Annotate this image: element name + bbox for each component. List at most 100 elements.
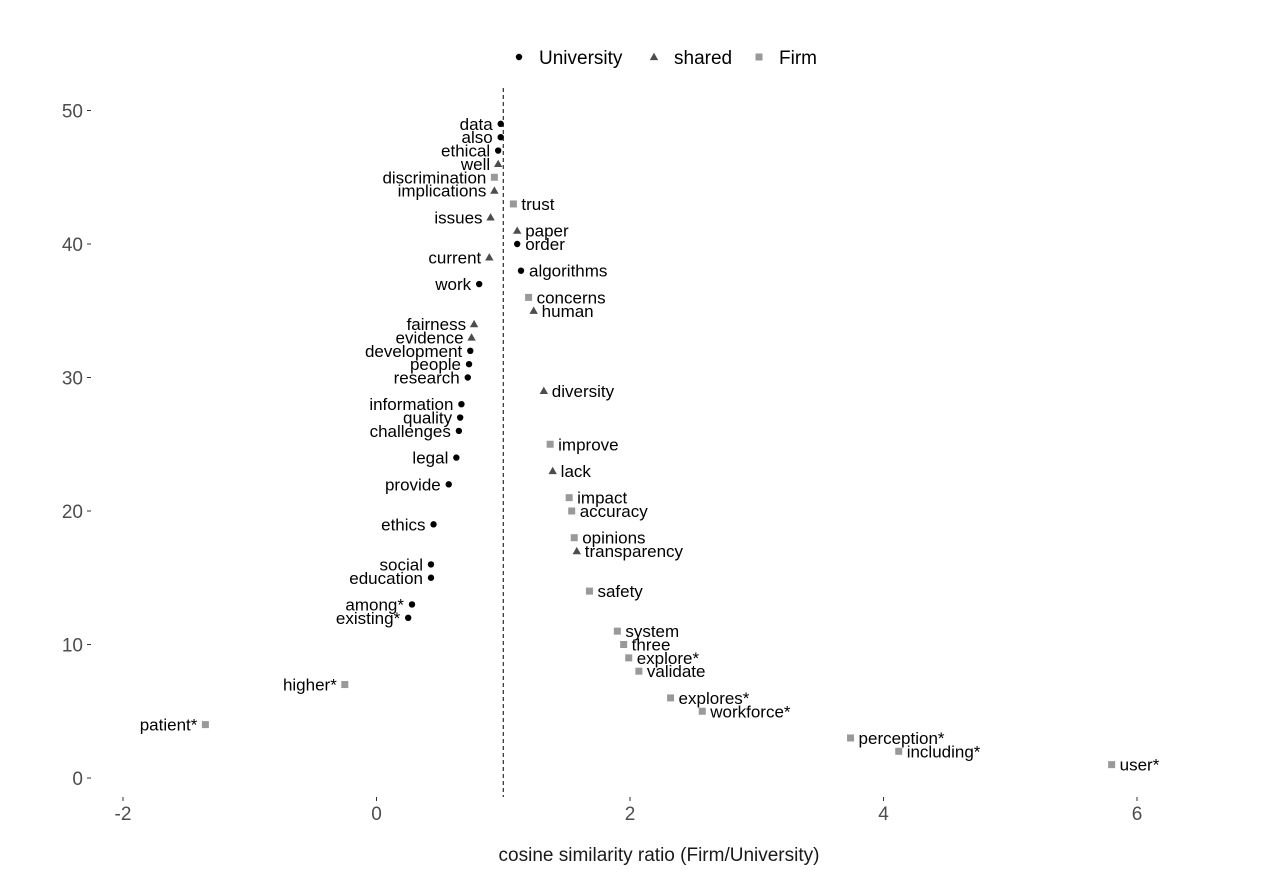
point-marker — [570, 534, 578, 542]
point-label: existing* — [336, 609, 401, 628]
point-marker — [529, 306, 538, 314]
data-point: algorithms — [517, 262, 607, 281]
point-label: fairness — [407, 315, 467, 334]
point-marker — [625, 654, 633, 662]
data-point: user* — [1108, 756, 1160, 775]
point-marker — [513, 240, 521, 248]
data-point: perception* — [847, 729, 945, 748]
point-label: social — [380, 555, 423, 574]
point-label: user* — [1120, 756, 1160, 775]
data-point: well — [460, 155, 503, 174]
data-point: system — [613, 622, 679, 641]
point-marker — [613, 627, 621, 635]
point-label: provide — [385, 475, 441, 494]
point-marker — [458, 401, 465, 408]
point-marker — [548, 466, 557, 475]
data-point: research — [394, 369, 471, 388]
point-label: education — [349, 569, 423, 588]
point-label: including* — [907, 742, 981, 761]
point-label: transparency — [585, 542, 684, 561]
data-point: workforce* — [698, 702, 791, 721]
data-point: validate — [635, 662, 705, 681]
point-label: diversity — [552, 382, 615, 401]
data-point: order — [513, 235, 565, 254]
point-marker — [485, 253, 494, 261]
point-label: challenges — [370, 422, 451, 441]
data-point: ethical — [441, 142, 502, 161]
data-point: work — [434, 275, 483, 294]
point-marker — [341, 681, 349, 689]
data-point: accuracy — [568, 502, 648, 521]
point-label: improve — [558, 435, 618, 454]
point-label: evidence — [396, 328, 464, 347]
data-point: quality — [403, 409, 464, 428]
point-marker — [620, 641, 628, 648]
point-marker — [568, 507, 576, 515]
point-label: discrimination — [382, 168, 486, 187]
point-marker — [847, 734, 855, 742]
point-label: order — [525, 235, 565, 254]
point-label: ethics — [381, 515, 425, 534]
point-label: impact — [577, 489, 627, 508]
point-marker — [493, 159, 503, 168]
point-label: development — [365, 342, 463, 361]
point-marker — [517, 267, 525, 274]
point-label: work — [434, 275, 471, 294]
data-point: discrimination — [382, 168, 498, 187]
data-point: social — [380, 555, 435, 574]
data-point: challenges — [370, 422, 463, 441]
x-axis-title: cosine similarity ratio (Firm/University… — [499, 845, 820, 866]
point-label: quality — [403, 409, 453, 428]
point-label: system — [625, 622, 679, 641]
legend-key-triangle — [649, 52, 659, 61]
data-point: also — [462, 128, 504, 147]
y-axis: 0 10 20 30 40 50 — [62, 102, 91, 790]
y-tick-label: 40 — [62, 235, 83, 256]
point-label: patient* — [140, 716, 198, 735]
point-label: algorithms — [529, 262, 607, 281]
point-label: data — [460, 115, 494, 134]
point-label: concerns — [537, 288, 606, 307]
point-label: people — [410, 355, 461, 374]
data-point: lack — [548, 462, 591, 481]
point-label: validate — [647, 662, 706, 681]
point-marker — [486, 213, 495, 221]
data-point: issues — [434, 208, 495, 227]
data-point: paper — [512, 222, 569, 241]
data-point: existing* — [336, 609, 412, 628]
point-label: legal — [412, 449, 448, 468]
x-tick-label: 6 — [1132, 804, 1143, 825]
y-tick-label: 10 — [62, 636, 83, 657]
point-marker — [497, 120, 504, 128]
point-marker — [427, 561, 435, 568]
point-label: opinions — [582, 529, 645, 548]
data-point: explores* — [667, 689, 750, 708]
point-label: implications — [398, 182, 487, 201]
data-point: including* — [895, 742, 981, 761]
point-marker — [572, 546, 581, 555]
point-label: research — [394, 369, 460, 388]
point-label: workforce* — [709, 702, 791, 721]
point-marker — [512, 226, 522, 234]
data-point: impact — [565, 489, 628, 508]
point-marker — [408, 601, 416, 608]
point-label: well — [460, 155, 490, 174]
data-point: safety — [585, 582, 643, 601]
point-label: information — [369, 395, 453, 414]
point-marker — [455, 427, 463, 435]
data-point: higher* — [283, 676, 349, 695]
point-marker — [456, 414, 464, 421]
data-point: implications — [398, 182, 499, 201]
point-marker — [698, 707, 706, 715]
point-marker — [895, 747, 903, 755]
legend-label: shared — [674, 48, 732, 69]
data-point: explore* — [625, 649, 699, 668]
point-marker — [475, 280, 483, 288]
point-marker — [490, 173, 498, 181]
point-marker — [465, 360, 473, 368]
point-label: issues — [434, 208, 482, 227]
data-point: information — [369, 395, 465, 414]
data-points: dataalsoethicalwelldiscriminationimplica… — [140, 115, 1160, 775]
point-label: three — [632, 636, 671, 655]
data-point: legal — [412, 449, 460, 468]
